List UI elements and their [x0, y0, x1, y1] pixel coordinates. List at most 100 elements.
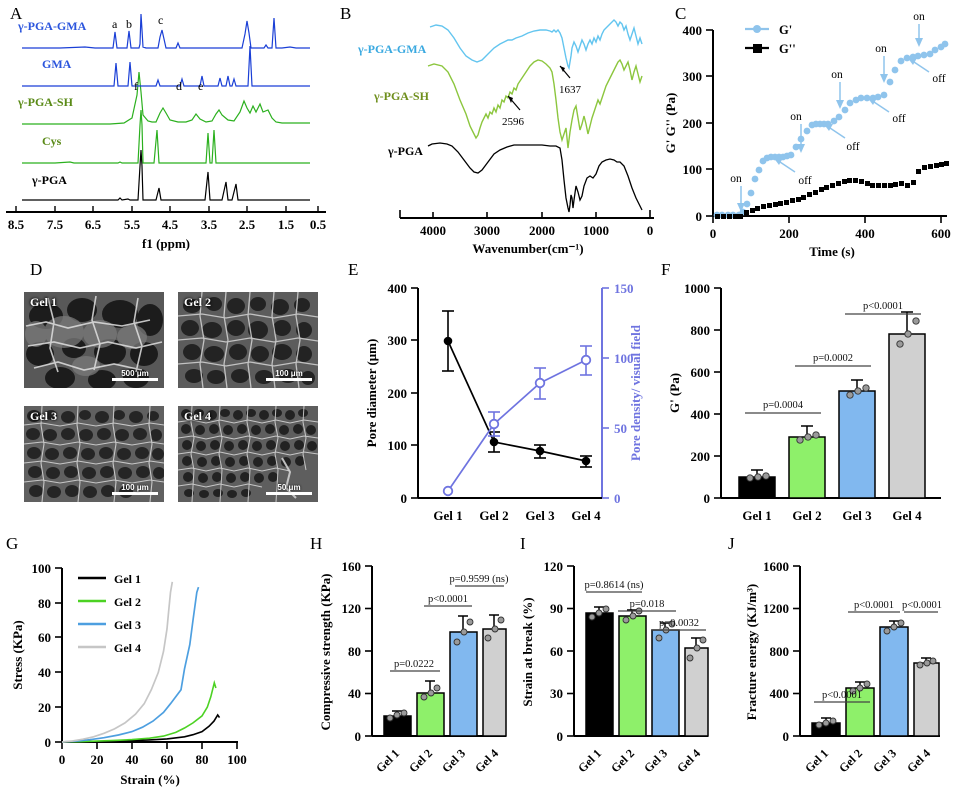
bar-gel3 — [651, 629, 680, 737]
panel-i-xticklabels: Gel 1 Gel 2 Gel 3 Gel 4 — [575, 746, 703, 775]
sem-image-gel2[interactable]: Gel 2 100 μm — [178, 292, 318, 388]
svg-text:0: 0 — [45, 735, 52, 750]
panel-c-series-gdoubleprime — [715, 161, 949, 219]
nmr-trace-gpga-gma — [22, 13, 310, 49]
svg-text:100: 100 — [614, 351, 634, 366]
svg-text:p<0.0001: p<0.0001 — [428, 594, 468, 605]
panel-f-pbrackets — [745, 313, 921, 414]
nmr-label-gpga-gma: γ-PGA-GMA — [17, 19, 87, 33]
svg-text:1.5: 1.5 — [278, 217, 295, 232]
panel-i-pvalues: p=0.8614 (ns) p=0.018 p=0.0032 — [584, 580, 699, 629]
svg-text:0: 0 — [59, 752, 66, 767]
panel-j-yticklabels: 0 400 800 1200 1600 — [763, 559, 789, 744]
svg-text:200: 200 — [683, 116, 703, 131]
panel-e: E 0 100 200 300 400 0 50 100 150 — [340, 258, 645, 530]
sem-image-gel1[interactable]: Gel 1 500 μm — [24, 292, 164, 388]
panel-c-xticks — [712, 216, 942, 223]
sem-scalebar-gel2: 100 μm — [266, 369, 312, 381]
panel-j-pvalues: p<0.0001 p<0.0001 p<0.0001 — [822, 600, 942, 701]
svg-text:Gel 4: Gel 4 — [472, 746, 501, 775]
sem-texture-gel2 — [178, 292, 318, 388]
svg-text:Gel 4: Gel 4 — [892, 508, 922, 523]
sem-texture-gel4 — [178, 406, 318, 502]
panel-i: I 0 30 60 90 120 — [500, 530, 722, 798]
panel-e-chart: 0 100 200 300 400 0 50 100 150 — [364, 281, 643, 523]
panel-i-yticks — [567, 565, 574, 737]
svg-text:120: 120 — [544, 559, 564, 574]
panel-h-letter: H — [310, 534, 323, 553]
nmr-peak-b: b — [126, 17, 132, 31]
sem-scalebar-gel3: 100 μm — [112, 483, 158, 495]
sem-texture-gel3 — [24, 406, 164, 502]
nmr-peak-d: d — [176, 79, 182, 93]
panel-i-pbrackets — [586, 591, 706, 631]
panel-c-legend: G' G'' — [745, 23, 796, 56]
panel-j-xticklabels: Gel 1 Gel 2 Gel 3 Gel 4 — [802, 746, 933, 775]
svg-text:50: 50 — [614, 421, 627, 436]
panel-i-ylabel: Strain at break (%) — [520, 597, 535, 706]
panel-f: F 0 200 400 600 800 1000 — [645, 258, 960, 530]
panel-h-pvalues: p=0.0222 p<0.0001 p=0.9599 (ns) — [394, 574, 509, 670]
svg-text:Gel 4: Gel 4 — [571, 508, 601, 523]
nmr-trace-cys — [22, 109, 310, 164]
svg-text:0: 0 — [647, 223, 654, 238]
panel-e-series-diameter-line — [447, 340, 587, 462]
panel-j-yticks — [793, 565, 800, 737]
panel-f-pvalues: p=0.0004 p=0.0002 p<0.0001 — [763, 301, 903, 411]
svg-text:3.5: 3.5 — [201, 217, 218, 232]
nmr-trace-gpga-sh — [22, 71, 310, 125]
svg-text:80: 80 — [38, 596, 51, 611]
panel-e-yticklabels-right: 0 50 100 150 — [614, 281, 634, 506]
nmr-label-gma: GMA — [42, 57, 72, 71]
svg-text:off: off — [892, 113, 905, 125]
panel-b-xlabel: Wavenumber(cm⁻¹) — [472, 241, 583, 256]
svg-text:600: 600 — [691, 365, 711, 380]
bar-gel2 — [618, 615, 647, 737]
svg-text:p=0.0032: p=0.0032 — [659, 618, 699, 629]
svg-text:0: 0 — [614, 491, 621, 506]
svg-text:400: 400 — [388, 281, 408, 296]
svg-text:on: on — [831, 69, 843, 81]
panel-c-legend-label-1: G' — [779, 23, 792, 37]
svg-text:60: 60 — [38, 630, 51, 645]
ftir-trace-gpga-gma — [429, 19, 643, 71]
panel-i-letter: I — [520, 534, 526, 553]
panel-h-pbrackets — [390, 585, 504, 672]
panel-i-chart: 0 30 60 90 120 — [520, 559, 709, 775]
nmr-peak-f: f — [134, 79, 138, 93]
nmr-label-gpga-sh: γ-PGA-SH — [17, 95, 74, 109]
sem-image-gel4[interactable]: Gel 4 50 μm — [178, 406, 318, 502]
panel-e-yticks-right — [602, 287, 609, 499]
panel-g-legend-label-4: Gel 4 — [114, 641, 141, 655]
svg-text:0: 0 — [355, 729, 362, 744]
panel-e-letter: E — [348, 260, 359, 279]
nmr-label-cys: Cys — [42, 134, 62, 148]
panel-e-series-density-line — [447, 359, 587, 492]
panel-f-bars — [738, 333, 926, 499]
panel-g-xticklabels: 0 20 40 60 80 100 — [59, 752, 247, 767]
panel-e-points-density — [442, 354, 592, 497]
panel-e-xticklabels: Gel 1 Gel 2 Gel 3 Gel 4 — [433, 508, 601, 523]
svg-text:400: 400 — [770, 686, 790, 701]
svg-text:100: 100 — [227, 752, 247, 767]
panel-h-yticklabels: 0 40 80 120 160 — [342, 559, 362, 744]
svg-text:p=0.0002: p=0.0002 — [813, 353, 853, 364]
panel-b-xticklabels: 4000 3000 2000 1000 0 — [420, 223, 653, 238]
sem-label-gel2: Gel 2 — [184, 295, 211, 309]
svg-text:0: 0 — [783, 729, 790, 744]
bar-gel4 — [684, 647, 709, 737]
panel-g-legend-label-1: Gel 1 — [114, 572, 141, 586]
svg-text:Gel 3: Gel 3 — [641, 746, 670, 775]
bar-gel2 — [416, 692, 445, 737]
svg-text:300: 300 — [388, 333, 408, 348]
svg-text:6.5: 6.5 — [85, 217, 102, 232]
panel-c-switch-on-last: on — [913, 11, 925, 23]
panel-h-ylabel: Compressive strength (KPa) — [318, 574, 333, 731]
svg-text:2596: 2596 — [502, 116, 525, 128]
svg-text:Gel 1: Gel 1 — [742, 508, 771, 523]
bar-gel4 — [888, 333, 926, 499]
sem-image-gel3[interactable]: Gel 3 100 μm — [24, 406, 164, 502]
svg-text:on: on — [875, 43, 887, 55]
panel-c-letter: C — [675, 4, 687, 23]
ftir-annotation-2596: 2596 — [502, 95, 525, 128]
